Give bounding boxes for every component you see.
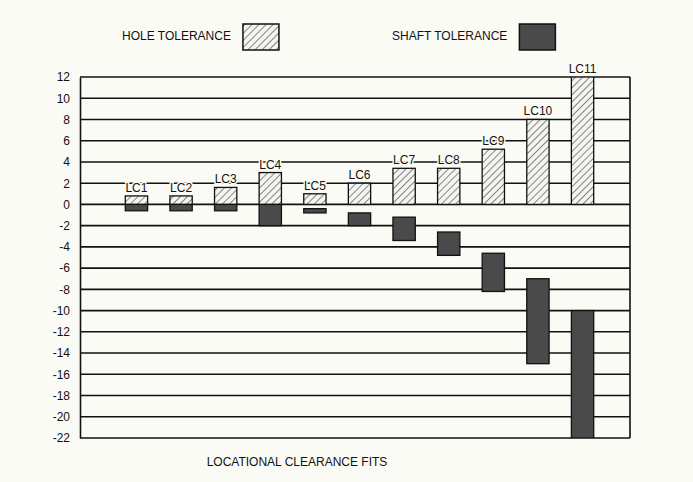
category-label: LC3 [215,172,237,186]
grid-line [80,395,630,397]
y-tick-label: 12 [57,70,71,84]
category-label: LC6 [348,168,370,182]
y-tick: -8 [59,283,80,297]
grid-line [80,416,630,418]
frame [629,77,631,438]
category-label: LC8 [438,153,460,167]
y-tick: 2 [63,177,80,191]
tolerance-bar [348,183,370,204]
plot: -22-20-18-16-14-12-10-8-6-4-2024681012LC… [53,62,630,445]
y-tick-label: -10 [53,304,71,318]
category-label: LC5 [304,179,326,193]
tolerance-bar [215,187,237,204]
y-tick: -12 [53,325,80,339]
y-tick-label: 4 [63,155,70,169]
tolerance-bar [438,232,460,255]
tolerance-bar [125,204,147,210]
category-label: LC9 [482,134,504,148]
series-0 [125,77,593,204]
y-tick-label: -6 [59,261,70,275]
y-tick-label: -14 [53,346,71,360]
tolerance-bar [527,119,549,204]
grid-line [80,76,630,78]
tolerance-bar [304,209,326,213]
y-tick-label: 6 [63,134,70,148]
legend-swatch [519,24,555,50]
legend: HOLE TOLERANCE SHAFT TOLERANCE [122,24,555,50]
y-tick: 8 [63,113,80,127]
tolerance-bar [527,279,549,364]
tolerance-bar [125,196,147,204]
tolerance-bar [482,149,504,204]
category-label: LC11 [569,62,597,76]
y-tick: -6 [59,261,80,275]
tolerance-bar [393,168,415,204]
grid-line [80,437,630,439]
y-tick-label: -20 [53,410,71,424]
y-tick: -2 [59,219,80,233]
y-axis-line [80,78,82,439]
y-tick-label: -22 [53,431,71,445]
legend-label: SHAFT TOLERANCE [392,29,507,43]
y-tick: 0 [63,198,80,212]
y-tick: 4 [63,155,80,169]
y-tick-label: 10 [57,92,71,106]
tolerance-bar [393,217,415,240]
category-label: LC7 [393,153,415,167]
y-tick-label: -4 [59,240,70,254]
y-tick: -10 [53,304,80,318]
y-tick-label: 0 [63,198,70,212]
y-tick: -18 [53,389,80,403]
y-tick: 10 [57,92,80,106]
tolerance-bar [215,204,237,210]
grid [80,77,630,438]
legend-label: HOLE TOLERANCE [122,29,231,43]
tolerance-bar [482,253,504,291]
grid-line [80,246,630,248]
y-tick-label: 8 [63,113,70,127]
tolerance-bar [170,196,192,204]
y-axis: -22-20-18-16-14-12-10-8-6-4-2024681012 [53,70,81,445]
legend-item: SHAFT TOLERANCE [392,24,555,50]
y-tick: -4 [59,240,80,254]
tolerance-bar [348,213,370,226]
y-tick-label: -8 [59,283,70,297]
grid-line [80,267,630,269]
category-label: LC10 [524,104,553,118]
title: LOCATIONAL CLEARANCE FITS [207,455,388,469]
y-tick-label: -12 [53,325,71,339]
tolerance-bar [571,77,593,204]
category-label: LC4 [259,158,281,172]
tolerance-bar [170,204,192,210]
y-tick: 6 [63,134,80,148]
y-tick: 12 [57,70,80,84]
tolerance-bar [259,204,281,225]
y-tick-label: -2 [59,219,70,233]
tolerance-bar [304,194,326,205]
bars [125,77,593,438]
chart: -22-20-18-16-14-12-10-8-6-4-2024681012LC… [0,0,693,482]
y-tick: -20 [53,410,80,424]
tolerance-bar [438,168,460,204]
grid-line [80,373,630,375]
y-tick-label: 2 [63,177,70,191]
grid-line [80,97,630,99]
legend-item: HOLE TOLERANCE [122,24,279,50]
category-label: LC1 [125,181,147,195]
y-tick: -14 [53,346,80,360]
y-tick-label: -18 [53,389,71,403]
category-labels: LC1 LC2 LC3 LC4 LC5 LC6 LC7 LC8 LC9 LC10 LC11 [125,62,596,195]
tolerance-bar [571,311,593,438]
tolerance-bar [259,173,281,205]
legend-swatch [243,24,279,50]
y-tick-label: -16 [53,368,71,382]
series-1 [125,204,593,438]
y-tick: -16 [53,368,80,382]
y-tick: -22 [53,431,80,445]
category-label: LC2 [170,181,192,195]
